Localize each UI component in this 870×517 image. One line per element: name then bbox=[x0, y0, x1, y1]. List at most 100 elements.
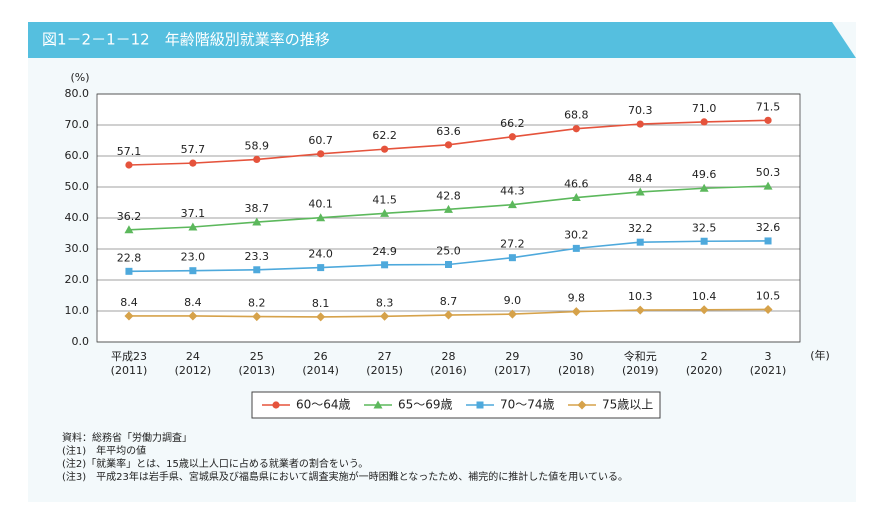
data-label: 40.1 bbox=[308, 198, 333, 211]
marker bbox=[125, 267, 133, 275]
y-tick-label: 80.0 bbox=[65, 87, 90, 100]
x-tick-year: (2012) bbox=[175, 364, 212, 377]
marker bbox=[507, 309, 517, 319]
x-tick-year: (2016) bbox=[430, 364, 467, 377]
marker bbox=[381, 261, 389, 269]
data-label: 49.6 bbox=[692, 168, 717, 181]
marker bbox=[253, 266, 261, 274]
data-label: 36.2 bbox=[117, 210, 142, 223]
data-label: 8.2 bbox=[248, 297, 266, 310]
x-tick-year: (2019) bbox=[622, 364, 659, 377]
marker bbox=[571, 193, 581, 202]
x-tick-label: 29 bbox=[505, 350, 519, 363]
legend-marker bbox=[577, 400, 587, 410]
marker bbox=[380, 145, 389, 153]
marker bbox=[699, 305, 709, 315]
marker bbox=[700, 118, 708, 126]
marker bbox=[380, 311, 390, 321]
header-bar bbox=[28, 22, 856, 58]
x-tick-year: (2015) bbox=[366, 364, 403, 377]
data-label: 25.0 bbox=[436, 245, 461, 258]
marker bbox=[700, 237, 708, 245]
marker bbox=[764, 116, 772, 124]
note: (注3) 平成23年は岩手県、宮城県及び福島県において調査実施が一時困難となった… bbox=[62, 470, 628, 483]
marker bbox=[124, 225, 134, 234]
data-label: 46.6 bbox=[564, 178, 589, 191]
data-label: 24.9 bbox=[372, 245, 397, 258]
data-label: 71.0 bbox=[692, 102, 717, 115]
marker bbox=[189, 159, 197, 167]
marker bbox=[125, 161, 133, 169]
plot-border bbox=[96, 93, 801, 343]
x-tick-year: (2020) bbox=[686, 364, 723, 377]
x-tick-label: 30 bbox=[569, 350, 583, 363]
x-tick-label: 平成23 bbox=[111, 350, 147, 363]
marker bbox=[252, 217, 262, 226]
y-unit: (%) bbox=[70, 71, 89, 84]
y-tick-label: 40.0 bbox=[65, 211, 90, 224]
marker bbox=[572, 125, 580, 133]
marker bbox=[508, 133, 517, 141]
x-tick-year: (2014) bbox=[302, 364, 339, 377]
data-label: 70.3 bbox=[628, 104, 653, 117]
x-unit: (年) bbox=[810, 348, 830, 362]
data-label: 8.4 bbox=[120, 296, 138, 309]
data-label: 8.7 bbox=[440, 295, 458, 308]
data-label: 37.1 bbox=[181, 207, 206, 220]
legend-label: 60～64歳 bbox=[296, 398, 351, 412]
data-label: 68.8 bbox=[564, 109, 589, 122]
data-label: 32.6 bbox=[756, 221, 781, 234]
marker bbox=[317, 264, 325, 272]
data-label: 41.5 bbox=[372, 193, 397, 206]
y-tick-label: 20.0 bbox=[65, 273, 90, 286]
legend-marker bbox=[476, 401, 484, 409]
x-tick-label: 令和元 bbox=[624, 349, 657, 363]
data-label: 62.2 bbox=[372, 129, 397, 142]
legend-marker bbox=[373, 400, 383, 409]
marker bbox=[444, 310, 453, 320]
marker bbox=[445, 261, 452, 268]
note: (注2)「就業率」とは、15歳以上人口に占める就業者の割合をいう。 bbox=[62, 457, 368, 470]
data-label: 32.5 bbox=[692, 221, 717, 234]
data-label: 27.2 bbox=[500, 238, 525, 251]
x-tick-label: 3 bbox=[765, 350, 772, 363]
data-label: 10.4 bbox=[692, 290, 717, 303]
y-tick-label: 10.0 bbox=[65, 304, 90, 317]
marker bbox=[124, 311, 134, 321]
marker bbox=[317, 150, 325, 158]
legend-label: 65～69歳 bbox=[398, 398, 453, 412]
marker bbox=[571, 307, 581, 317]
data-label: 44.3 bbox=[500, 185, 525, 198]
marker bbox=[444, 141, 453, 149]
data-label: 63.6 bbox=[436, 125, 461, 138]
data-label: 23.3 bbox=[245, 250, 270, 263]
data-label: 9.0 bbox=[504, 294, 522, 307]
data-label: 58.9 bbox=[245, 139, 270, 152]
data-label: 9.8 bbox=[568, 292, 586, 305]
marker bbox=[635, 305, 645, 315]
data-label: 50.3 bbox=[756, 166, 781, 179]
data-label: 66.2 bbox=[500, 117, 525, 130]
marker bbox=[188, 222, 198, 231]
x-tick-year: (2013) bbox=[238, 364, 275, 377]
data-label: 23.0 bbox=[181, 251, 206, 264]
x-tick-label: 28 bbox=[442, 350, 456, 363]
x-tick-year: (2011) bbox=[111, 364, 148, 377]
marker bbox=[636, 238, 644, 246]
data-label: 38.7 bbox=[245, 202, 270, 215]
x-tick-label: 25 bbox=[250, 350, 264, 363]
chart-title: 図1－2－1－12 年齢階級別就業率の推移 bbox=[42, 31, 330, 49]
data-label: 22.8 bbox=[117, 251, 142, 264]
data-label: 32.2 bbox=[628, 222, 653, 235]
marker bbox=[635, 187, 645, 196]
data-label: 10.3 bbox=[628, 290, 653, 303]
marker bbox=[188, 311, 198, 321]
marker bbox=[444, 204, 453, 213]
data-label: 8.3 bbox=[376, 296, 394, 309]
data-label: 24.0 bbox=[308, 248, 333, 261]
x-tick-year: (2017) bbox=[494, 364, 531, 377]
data-label: 30.2 bbox=[564, 228, 589, 241]
data-label: 57.1 bbox=[117, 145, 142, 158]
